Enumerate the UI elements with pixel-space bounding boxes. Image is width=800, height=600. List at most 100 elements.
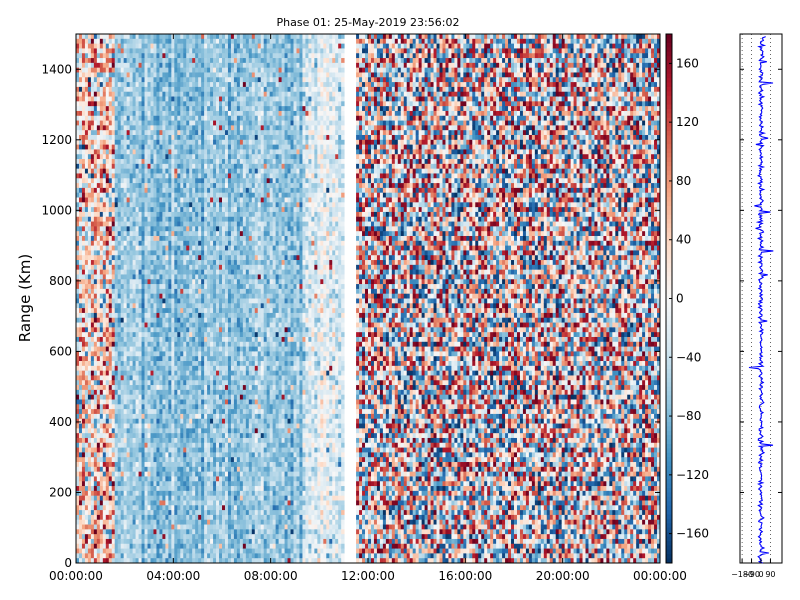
heatmap-cell: [103, 135, 106, 140]
heatmap-cell: [121, 92, 124, 97]
heatmap-cell: [109, 327, 112, 332]
heatmap-cell: [109, 135, 112, 140]
heatmap-cell: [82, 140, 85, 145]
heatmap-cell: [106, 274, 109, 279]
heatmap-cell: [124, 111, 127, 116]
heatmap-cell: [91, 284, 94, 289]
heatmap-cell: [130, 39, 133, 44]
heatmap-cell: [103, 332, 106, 337]
heatmap-cell: [124, 193, 127, 198]
heatmap-cell: [124, 226, 127, 231]
heatmap-cell: [94, 164, 97, 169]
heatmap-cell: [94, 265, 97, 270]
heatmap-cell: [91, 428, 94, 433]
heatmap-cell: [103, 481, 106, 486]
heatmap-cell: [115, 308, 118, 313]
heatmap-cell: [121, 188, 124, 193]
heatmap-cell: [91, 173, 94, 178]
heatmap-cell: [91, 327, 94, 332]
heatmap-cell: [109, 332, 112, 337]
heatmap-cell: [91, 178, 94, 183]
heatmap-cell: [112, 265, 115, 270]
heatmap-cell: [112, 255, 115, 260]
heatmap-cell: [118, 250, 121, 255]
heatmap-cell: [103, 414, 106, 419]
heatmap-cell: [76, 409, 79, 414]
heatmap-cell: [106, 255, 109, 260]
heatmap-cell: [112, 481, 115, 486]
heatmap-cell: [115, 515, 118, 520]
heatmap-cell: [85, 428, 88, 433]
heatmap-cell: [124, 409, 127, 414]
heatmap-cell: [76, 428, 79, 433]
heatmap-cell: [100, 188, 103, 193]
heatmap-cell: [118, 183, 121, 188]
heatmap-cell: [88, 169, 91, 174]
heatmap-cell: [97, 111, 100, 116]
heatmap-cell: [127, 116, 130, 121]
heatmap-cell: [82, 433, 85, 438]
heatmap-cell: [124, 433, 127, 438]
heatmap-cell: [100, 231, 103, 236]
heatmap-cell: [109, 366, 112, 371]
heatmap-cell: [124, 241, 127, 246]
heatmap-cell: [79, 58, 82, 63]
heatmap-cell: [118, 125, 121, 130]
heatmap-cell: [124, 395, 127, 400]
heatmap-cell: [121, 419, 124, 424]
heatmap-cell: [82, 72, 85, 77]
heatmap-cell: [112, 77, 115, 82]
heatmap-cell: [103, 433, 106, 438]
heatmap-cell: [100, 241, 103, 246]
heatmap-cell: [76, 510, 79, 515]
heatmap-cell: [121, 260, 124, 265]
heatmap-cell: [100, 125, 103, 130]
heatmap-cell: [91, 255, 94, 260]
heatmap-cell: [112, 164, 115, 169]
heatmap-cell: [103, 68, 106, 73]
heatmap-cell: [103, 284, 106, 289]
heatmap-cell: [100, 149, 103, 154]
heatmap-cell: [79, 476, 82, 481]
heatmap-cell: [109, 246, 112, 251]
heatmap-cell: [109, 279, 112, 284]
heatmap-cell: [100, 443, 103, 448]
heatmap-cell: [109, 188, 112, 193]
heatmap-cell: [121, 178, 124, 183]
heatmap-cell: [79, 97, 82, 102]
heatmap-cell: [103, 164, 106, 169]
heatmap-cell: [97, 246, 100, 251]
heatmap-cell: [76, 265, 79, 270]
heatmap-cell: [118, 385, 121, 390]
heatmap-cell: [79, 236, 82, 241]
heatmap-cell: [130, 106, 133, 111]
heatmap-cell: [121, 97, 124, 102]
heatmap-cell: [94, 419, 97, 424]
heatmap-cell: [121, 457, 124, 462]
heatmap-cell: [97, 361, 100, 366]
heatmap-cell: [82, 270, 85, 275]
heatmap-cell: [100, 140, 103, 145]
heatmap-cell: [106, 140, 109, 145]
heatmap-cell: [124, 467, 127, 472]
heatmap-cell: [121, 448, 124, 453]
heatmap-cell: [109, 87, 112, 92]
heatmap-cell: [88, 544, 91, 549]
heatmap-cell: [115, 443, 118, 448]
heatmap-cell: [115, 472, 118, 477]
heatmap-cell: [76, 419, 79, 424]
heatmap-cell: [127, 467, 130, 472]
heatmap-cell: [106, 188, 109, 193]
heatmap-cell: [82, 486, 85, 491]
heatmap-cell: [100, 491, 103, 496]
heatmap-cell: [100, 39, 103, 44]
heatmap-cell: [130, 87, 133, 92]
heatmap-cell: [112, 505, 115, 510]
heatmap-cell: [121, 58, 124, 63]
heatmap-cell: [91, 299, 94, 304]
heatmap-cell: [88, 121, 91, 126]
heatmap-cell: [118, 327, 121, 332]
heatmap-cell: [85, 289, 88, 294]
heatmap-cell: [82, 82, 85, 87]
heatmap-cell: [112, 193, 115, 198]
